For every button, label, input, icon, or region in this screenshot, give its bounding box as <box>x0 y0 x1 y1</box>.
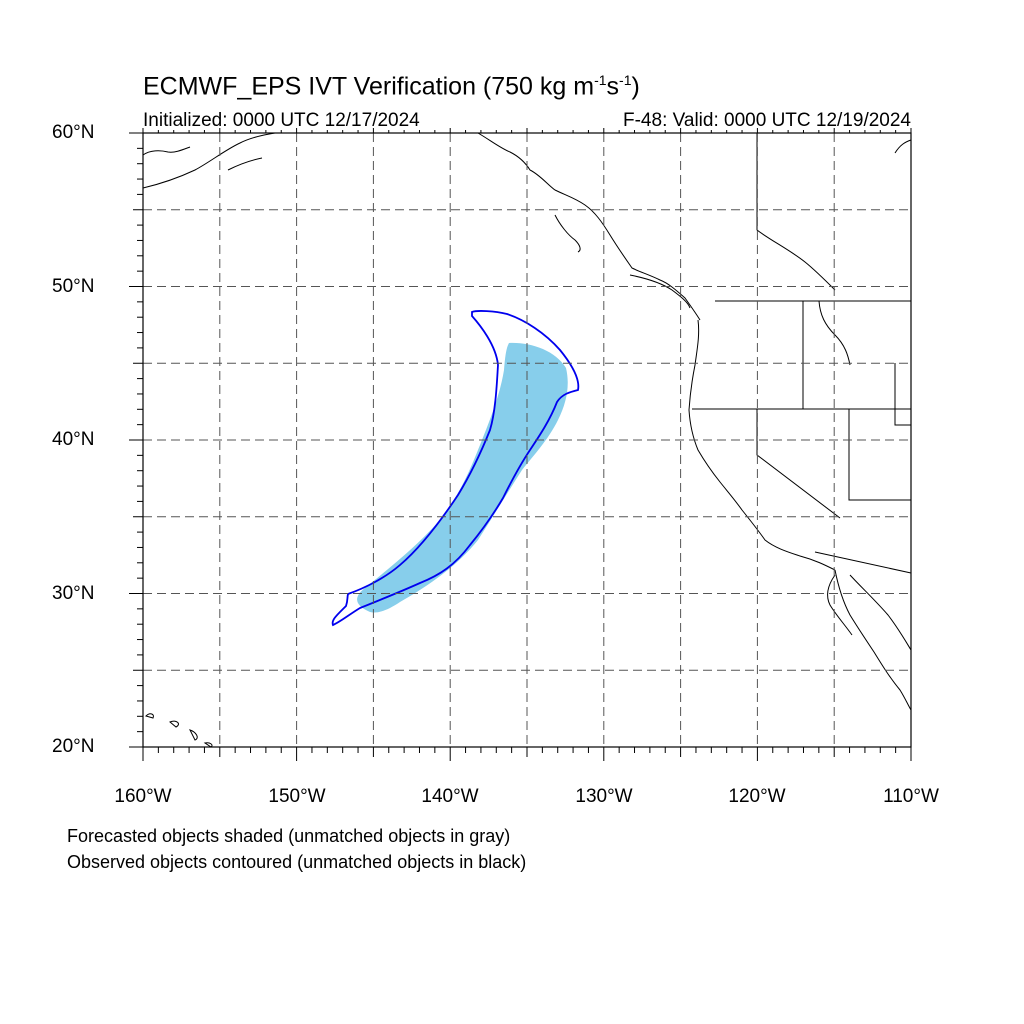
coastline-segment <box>477 132 701 321</box>
lon-label-160w: 160°W <box>114 786 172 807</box>
axis-ticks <box>129 128 912 761</box>
coastline-segment <box>142 146 191 156</box>
coastline-segment <box>818 300 851 366</box>
coastline-segment <box>834 569 912 711</box>
coastline-segment <box>827 574 853 636</box>
coastline-segment <box>756 133 836 291</box>
lat-label-50n: 50°N <box>52 276 95 297</box>
valid-time-label: F-48: Valid: 0000 UTC 12/19/2024 <box>623 110 911 131</box>
forecast-object <box>357 342 568 613</box>
graticule <box>143 133 911 747</box>
coastline-segment <box>554 214 581 253</box>
lon-label-150w: 150°W <box>268 786 326 807</box>
coastline-segment <box>227 157 263 171</box>
coastline-segment <box>189 729 198 741</box>
lat-label-30n: 30°N <box>52 583 95 604</box>
coastline-segment <box>203 742 213 748</box>
coastline-segment <box>814 551 912 574</box>
coastline-segment <box>756 409 841 519</box>
footnote-forecast: Forecasted objects shaded (unmatched obj… <box>67 826 511 846</box>
initialized-label: Initialized: 0000 UTC 12/17/2024 <box>143 110 420 131</box>
map-title: ECMWF_EPS IVT Verification (750 kg m-1s-… <box>143 72 640 101</box>
coastline-segment <box>169 720 179 728</box>
lon-label-130w: 130°W <box>575 786 633 807</box>
coastline-segment <box>629 274 691 309</box>
coastline-segment <box>688 319 836 571</box>
coastline-segment <box>848 409 911 501</box>
lon-label-120w: 120°W <box>728 786 786 807</box>
coastline-segment <box>894 363 911 426</box>
lat-label-40n: 40°N <box>52 429 95 450</box>
lat-label-60n: 60°N <box>52 122 95 143</box>
coastline-segment <box>142 132 276 189</box>
lon-label-110w: 110°W <box>883 786 939 807</box>
lon-label-140w: 140°W <box>421 786 479 807</box>
footnote-observed: Observed objects contoured (unmatched ob… <box>67 852 527 872</box>
coastline-segment <box>849 574 912 651</box>
lat-label-20n: 20°N <box>52 736 95 757</box>
coastline-segment <box>145 713 154 719</box>
observed-object-contour <box>331 310 580 627</box>
coastline-segment <box>894 139 912 154</box>
